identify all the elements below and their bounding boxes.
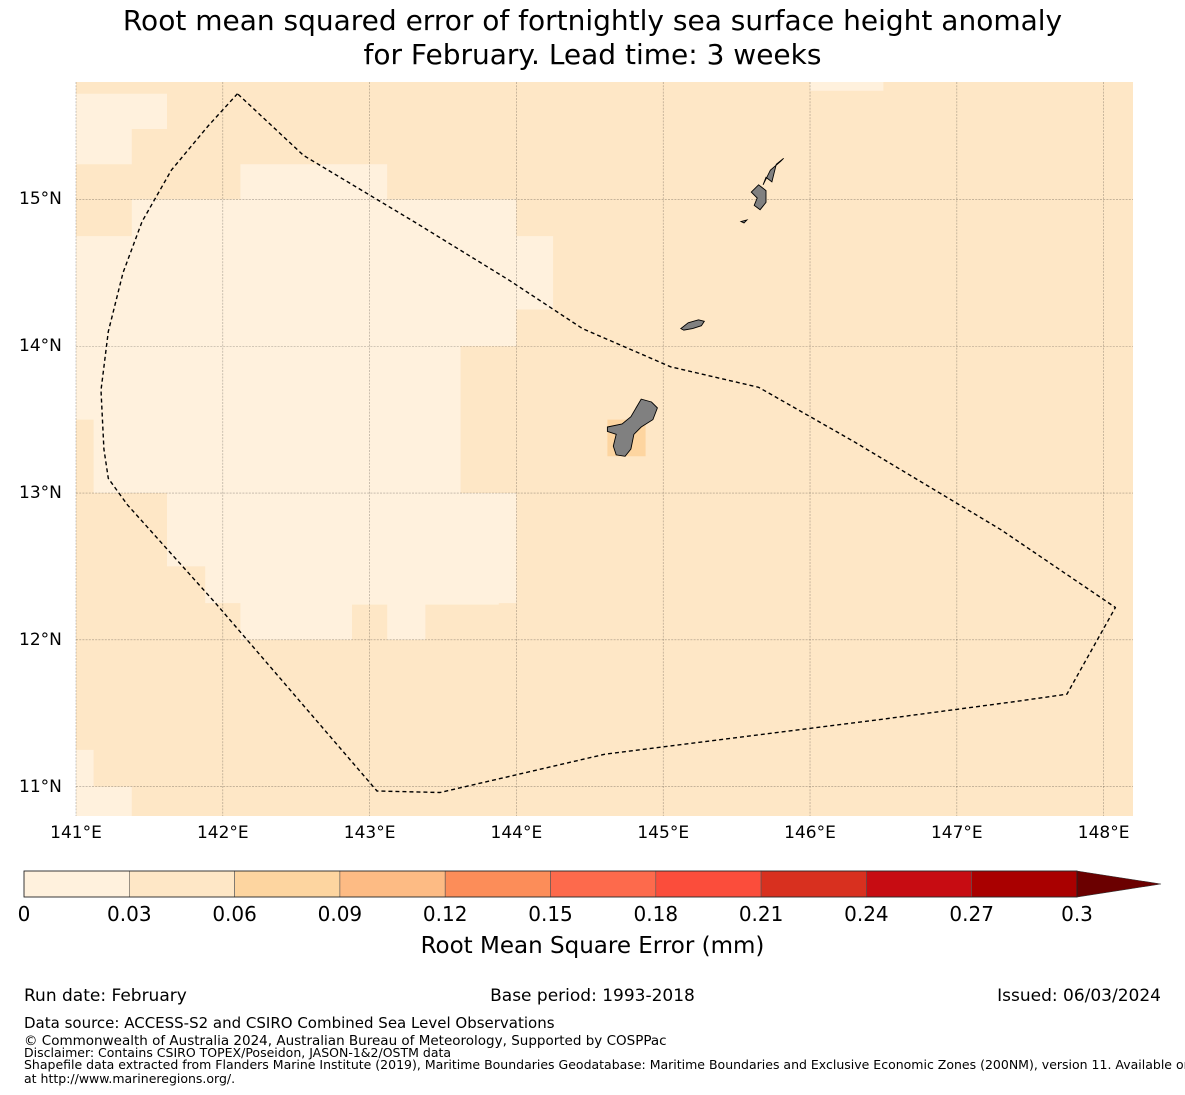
island	[739, 219, 749, 224]
rmse-field	[76, 82, 884, 816]
lat-tick-label: 15°N	[19, 189, 62, 210]
gridlines	[75, 82, 1133, 816]
chart-title: Root mean squared error of fortnightly s…	[0, 4, 1185, 72]
colorbar-segment	[444, 870, 551, 898]
eez-boundary	[100, 92, 1117, 794]
lon-tick-label: 145°E	[637, 823, 690, 843]
lat-tick-label: 14°N	[19, 336, 62, 357]
rmse-low-region	[76, 93, 167, 165]
colorbar	[23, 870, 1162, 898]
run-date: Run date: February	[24, 986, 187, 1006]
colorbar-tick-label: 0.18	[633, 902, 679, 926]
colorbar-segment	[234, 870, 341, 898]
lon-tick-label: 147°E	[930, 823, 983, 843]
lat-tick-label: 11°N	[19, 776, 62, 797]
shapefile-url: at http://www.marineregions.org/.	[24, 1071, 236, 1086]
island	[762, 157, 784, 186]
lon-tick-label: 146°E	[784, 823, 836, 843]
disclaimer: Disclaimer: Contains CSIRO TOPEX/Poseido…	[24, 1045, 452, 1060]
colorbar-tick-label: 0.24	[844, 902, 889, 926]
rmse-low-region	[76, 749, 132, 816]
base-period: Base period: 1993-2018	[490, 986, 695, 1006]
colorbar-segment	[760, 870, 867, 898]
island	[679, 319, 706, 331]
colorbar-tick-label: 0	[17, 902, 31, 926]
colorbar-tick-label: 0.06	[212, 902, 257, 926]
colorbar-tick-label: 0.3	[1061, 902, 1093, 926]
island	[606, 398, 658, 457]
rmse-low-region	[810, 82, 884, 91]
map-layer	[75, 82, 1133, 816]
lon-tick-label: 141°E	[50, 823, 102, 843]
lon-tick-label: 148°E	[1077, 823, 1130, 843]
lon-tick-label: 142°E	[196, 823, 249, 843]
colorbar-extend-arrow	[1076, 870, 1162, 898]
colorbar-outline	[23, 870, 1078, 898]
rmse-low-region	[76, 164, 554, 640]
lon-tick-label: 144°E	[490, 823, 543, 843]
colorbar-segment	[866, 870, 973, 898]
colorbar-tick-label: 0.15	[528, 902, 573, 926]
colorbar-label: Root Mean Square Error (mm)	[420, 933, 765, 959]
lon-tick-label: 143°E	[343, 823, 396, 843]
colorbar-segment	[655, 870, 762, 898]
colorbar-segment	[129, 870, 235, 898]
colorbar-tick-label: 0.21	[738, 902, 784, 926]
colorbar-segment	[339, 870, 446, 898]
lat-tick-label: 12°N	[19, 629, 62, 650]
title-line-2: for February. Lead time: 3 weeks	[363, 38, 822, 71]
data-source: Data source: ACCESS-S2 and CSIRO Combine…	[24, 1014, 555, 1032]
colorbar-segment	[23, 870, 130, 898]
issued-date: Issued: 06/03/2024	[997, 986, 1161, 1006]
colorbar-tick-label: 0.12	[422, 902, 468, 926]
island	[750, 184, 767, 211]
copyright: © Commonwealth of Australia 2024, Austra…	[24, 1033, 667, 1049]
colorbar-tick-label: 0.09	[317, 902, 363, 926]
shapefile-credit: Shapefile data extracted from Flanders M…	[24, 1057, 1185, 1072]
colorbar-tick-label: 0.27	[949, 902, 994, 926]
lat-tick-label: 13°N	[19, 483, 62, 504]
title-line-1: Root mean squared error of fortnightly s…	[122, 4, 1063, 37]
colorbar-tick-label: 0.03	[107, 902, 152, 926]
colorbar-segment	[971, 870, 1078, 898]
colorbar-segment	[550, 870, 657, 898]
